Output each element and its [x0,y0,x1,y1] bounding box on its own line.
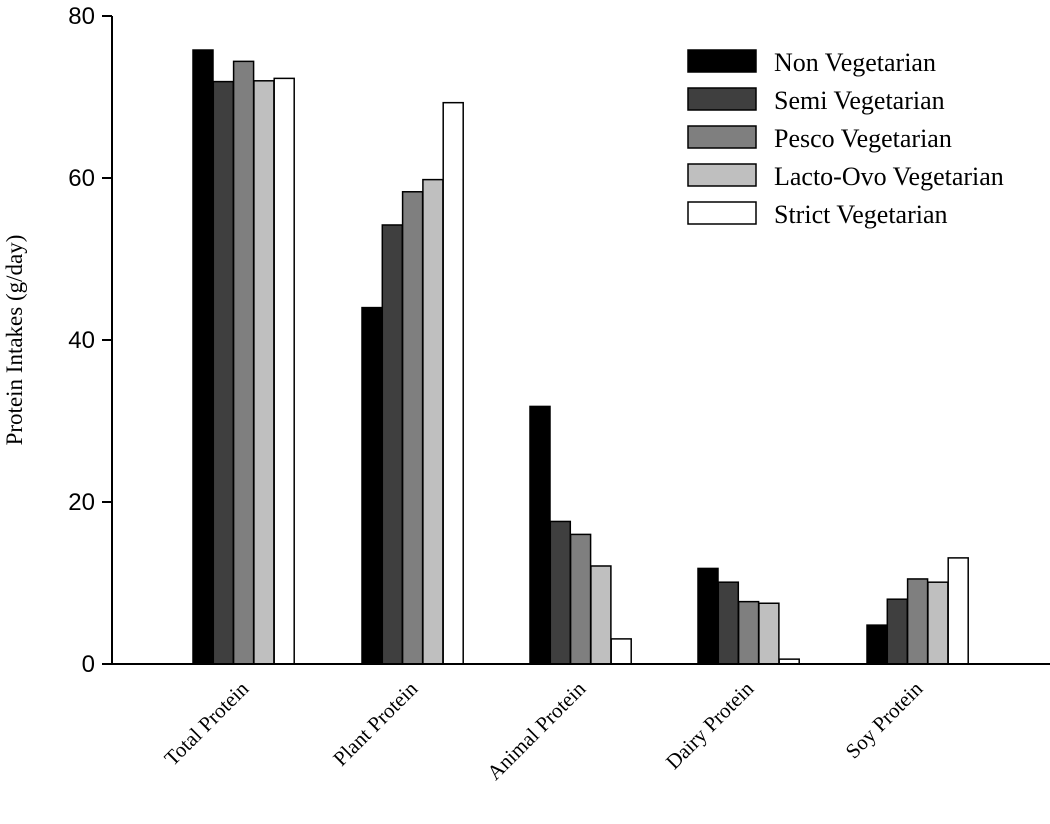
legend-label: Non Vegetarian [774,48,936,77]
bar-dairy-protein-pesco-vegetarian [737,600,760,665]
legend-swatch [687,49,757,73]
bar-soy-protein-strict-vegetarian [947,557,969,665]
legend-swatch [687,163,757,187]
bar-soy-protein-non-vegetarian [866,624,888,665]
legend-swatch [687,125,757,149]
bar-total-protein-semi-vegetarian [212,80,235,665]
bar-soy-protein-lacto-ovo-vegetarian [927,581,949,665]
bar-total-protein-lacto-ovo-vegetarian [253,80,275,665]
legend-label: Strict Vegetarian [774,200,948,229]
bar-plant-protein-semi-vegetarian [381,224,404,665]
bar-animal-protein-non-vegetarian [529,405,551,665]
legend-label: Pesco Vegetarian [774,124,952,153]
bar-total-protein-strict-vegetarian [273,77,295,665]
bar-plant-protein-non-vegetarian [361,306,383,665]
axes: 0 20 40 60 80 Protein Intakes (g/day) Total Pr… [2,3,1050,785]
y-tick-label: 0 [82,651,95,678]
bar-animal-protein-strict-vegetarian [610,638,632,665]
x-tick-label: Dairy Protein [661,676,759,774]
bar-total-protein-pesco-vegetarian [232,60,255,665]
y-tick-label: 60 [68,165,95,192]
bar-animal-protein-pesco-vegetarian [569,533,592,665]
y-tick-label: 80 [68,3,95,30]
y-tick-label: 20 [68,489,95,516]
legend-swatch [687,201,757,225]
x-tick-label: Total Protein [159,676,253,770]
x-tick-label: Plant Protein [328,676,422,770]
y-tick-label: 40 [68,327,95,354]
bar-soy-protein-semi-vegetarian [886,598,909,665]
bar-plant-protein-strict-vegetarian [442,101,464,665]
bar-animal-protein-semi-vegetarian [549,520,572,665]
plot-area [192,49,969,665]
legend-label: Lacto-Ovo Vegetarian [774,162,1004,191]
legend-label: Semi Vegetarian [774,86,945,115]
x-tick-label: Soy Protein [841,676,928,763]
legend: Non Vegetarian Semi Vegetarian Pesco Veget… [687,48,1004,229]
y-axis-title: Protein Intakes (g/day) [2,235,27,446]
legend-swatch [687,87,757,111]
bar-dairy-protein-lacto-ovo-vegetarian [758,602,780,665]
bar-plant-protein-lacto-ovo-vegetarian [422,178,444,665]
bar-soy-protein-pesco-vegetarian [906,578,929,665]
x-tick-label: Animal Protein [482,676,590,784]
bar-plant-protein-pesco-vegetarian [401,191,424,665]
bar-animal-protein-lacto-ovo-vegetarian [590,565,612,665]
bar-dairy-protein-non-vegetarian [697,567,719,665]
bar-total-protein-non-vegetarian [192,49,214,665]
bar-dairy-protein-semi-vegetarian [717,581,740,665]
